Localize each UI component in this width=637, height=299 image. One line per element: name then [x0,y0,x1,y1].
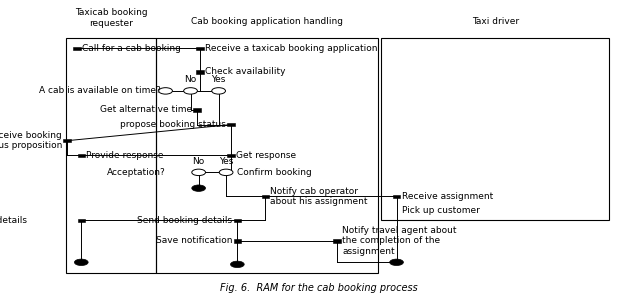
Circle shape [219,169,233,176]
Circle shape [192,169,206,176]
Bar [234,219,241,222]
Circle shape [192,185,206,191]
Text: No: No [184,75,197,84]
Text: Acceptation?: Acceptation? [107,168,166,177]
Text: A cab is available on time?: A cab is available on time? [39,86,161,95]
Circle shape [159,88,173,94]
Bar [193,108,201,112]
Text: Receive a taxicab booking application: Receive a taxicab booking application [205,44,377,53]
Text: Call for a cab booking: Call for a cab booking [82,44,181,53]
Text: Taxicab booking
requester: Taxicab booking requester [75,8,148,28]
Text: Yes: Yes [219,157,233,166]
Bar [234,239,241,243]
Bar [227,123,235,126]
Bar [63,139,71,142]
Text: Send booking details: Send booking details [137,216,233,225]
Bar [381,38,609,220]
Bar [78,154,85,157]
Text: Pick up customer: Pick up customer [401,206,480,215]
Text: Get response: Get response [236,151,296,160]
Bar [262,195,269,198]
Bar [393,195,400,198]
Text: Confirm booking: Confirm booking [238,168,312,177]
Circle shape [390,259,403,266]
Bar [73,47,81,50]
Text: Receive assignment: Receive assignment [401,192,493,201]
Text: Receive booking details: Receive booking details [0,216,27,225]
Text: Fig. 6.  RAM for the cab booking process: Fig. 6. RAM for the cab booking process [220,283,417,293]
Bar [227,154,235,157]
Text: Yes: Yes [211,75,225,84]
Text: Receive booking
status proposition: Receive booking status proposition [0,131,62,150]
Circle shape [183,88,197,94]
Bar [78,219,85,222]
Text: No: No [192,157,204,166]
Bar [156,38,378,273]
Bar [196,47,204,50]
Text: Get alternative time: Get alternative time [99,106,192,115]
Text: Save notification: Save notification [156,237,233,245]
Circle shape [75,259,88,266]
Text: Provide response: Provide response [86,151,164,160]
Bar [66,38,156,273]
Text: Notify cab operator
about his assignment: Notify cab operator about his assignment [271,187,368,206]
Circle shape [231,261,244,268]
Text: Check availability: Check availability [205,67,285,76]
Text: Cab booking application handling: Cab booking application handling [191,17,343,26]
Bar [334,239,341,243]
Text: Taxi driver: Taxi driver [471,17,519,26]
Circle shape [211,88,225,94]
Text: Notify travel agent about
the completion of the
assignment: Notify travel agent about the completion… [342,226,457,256]
Text: propose booking status: propose booking status [120,120,226,129]
Bar [196,70,204,74]
